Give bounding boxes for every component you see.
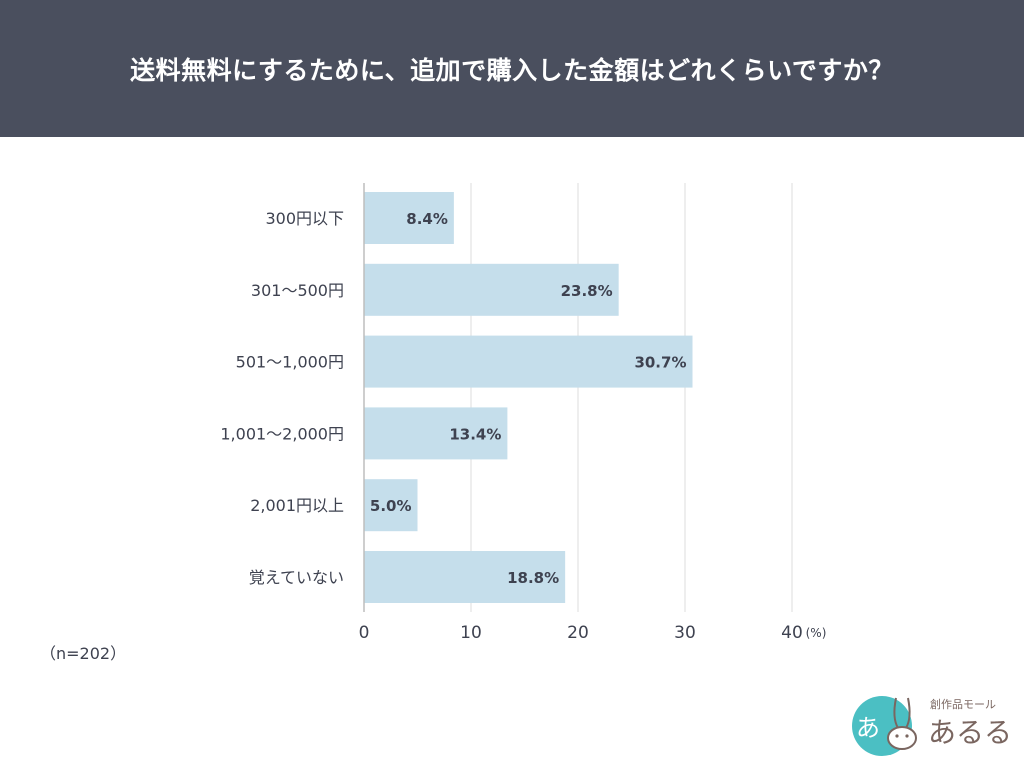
- bar: [364, 551, 566, 603]
- svg-text:創作品モール: 創作品モール: [930, 697, 996, 711]
- x-tick-label: 10: [460, 623, 482, 643]
- bar: [364, 192, 454, 244]
- bar: [364, 263, 619, 316]
- bar: [364, 479, 418, 532]
- x-tick-label: 30: [674, 623, 696, 643]
- title-banner: 送料無料にするために、追加で購入した金額はどれくらいですか？: [0, 0, 1024, 137]
- svg-text:あるる: あるる: [928, 716, 1008, 749]
- data-label: 5.0%: [370, 497, 412, 515]
- bar: [364, 407, 508, 460]
- category-label: 501～1,000円: [236, 353, 344, 372]
- sample-size-note: （n=202）: [40, 644, 127, 663]
- data-label: 23.8%: [561, 282, 613, 300]
- data-label: 8.4%: [406, 210, 448, 228]
- x-tick-label: 0: [359, 623, 370, 643]
- svg-text:あ: あ: [856, 714, 880, 742]
- data-label: 30.7%: [634, 354, 686, 372]
- category-label: 1,001～2,000円: [220, 424, 344, 443]
- data-label: 18.8%: [507, 569, 559, 587]
- x-tick-label: 40: [781, 623, 803, 643]
- category-label: 2,001円以上: [250, 496, 344, 515]
- category-label: 300円以下: [265, 209, 344, 228]
- aruru-logo: あ 創作品モール あるる: [848, 688, 1012, 762]
- category-label: 301～500円: [251, 281, 344, 300]
- chart-title: 送料無料にするために、追加で購入した金額はどれくらいですか？: [130, 55, 894, 85]
- category-label: 覚えていない: [249, 568, 344, 587]
- data-label: 13.4%: [449, 425, 501, 443]
- bar: [364, 335, 693, 388]
- x-unit-label: (%): [806, 626, 827, 640]
- x-tick-label: 20: [567, 623, 589, 643]
